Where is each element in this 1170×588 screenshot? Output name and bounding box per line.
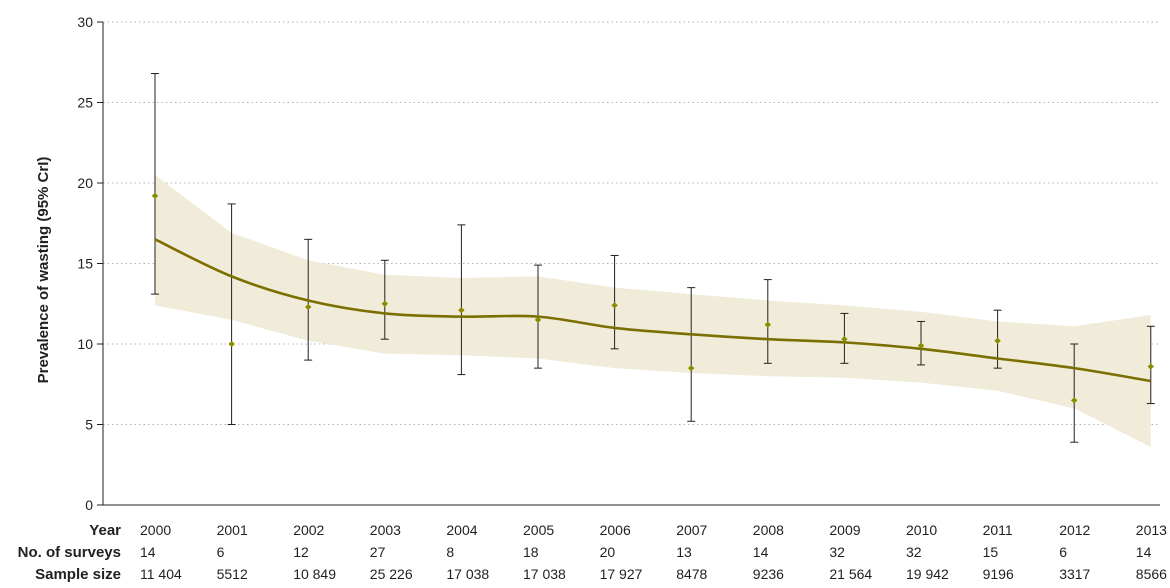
y-tick-label-15: 15 (77, 256, 93, 272)
sample-value-2007: 8478 (676, 566, 707, 582)
data-point-2010 (917, 342, 925, 349)
surveys-value-2007: 13 (676, 544, 692, 560)
trend-line-path (154, 238, 1152, 383)
year-value-2012: 2012 (1059, 522, 1090, 538)
surveys-value-2002: 12 (293, 544, 309, 560)
sample-value-2013: 8566 (1136, 566, 1167, 582)
sample-value-2011: 9196 (983, 566, 1014, 582)
surveys-value-2008: 14 (753, 544, 769, 560)
axis-labels: 0 5 10 15 20 25 30 Year 2000 2001 2002 2003 2004 2005… (18, 14, 1168, 583)
y-tick-label-5: 5 (85, 417, 93, 433)
data-point-2002 (305, 303, 312, 311)
sample-value-2000: 11 404 (140, 566, 182, 582)
row-header-sample: Sample size (35, 566, 121, 583)
sample-value-2001: 5512 (217, 566, 248, 582)
data-points (151, 192, 1154, 404)
year-value-2007: 2007 (676, 522, 707, 538)
surveys-value-2005: 18 (523, 544, 539, 560)
year-value-2011: 2011 (983, 522, 1013, 538)
sample-value-2008: 9236 (753, 566, 784, 582)
sample-value-2009: 21 564 (829, 566, 872, 582)
data-point-2003 (381, 300, 388, 307)
credible-interval-band (155, 174, 1151, 448)
data-point-2013 (1147, 363, 1154, 370)
year-value-2001: 2001 (217, 522, 248, 538)
data-point-2008 (764, 321, 771, 328)
sample-value-2005: 17 038 (523, 566, 566, 582)
year-value-2013: 2013 (1136, 522, 1167, 538)
row-header-surveys: No. of surveys (18, 544, 121, 561)
data-point-2007 (688, 364, 695, 372)
surveys-value-2003: 27 (370, 544, 386, 560)
surveys-value-2006: 20 (600, 544, 616, 560)
surveys-value-2012: 6 (1059, 544, 1067, 560)
year-value-2003: 2003 (370, 522, 401, 538)
data-point-2004 (458, 306, 465, 314)
year-value-2009: 2009 (829, 522, 860, 538)
data-point-2001 (228, 340, 235, 348)
data-point-2011 (994, 337, 1001, 344)
y-tick-label-30: 30 (77, 14, 93, 30)
y-axis-label: Prevalence of wasting (95% CrI) (35, 157, 52, 384)
data-point-2006 (611, 302, 618, 309)
sample-value-2004: 17 038 (446, 566, 489, 582)
data-point-2009 (841, 335, 848, 343)
credible-band (155, 174, 1151, 448)
sample-value-2010: 19 942 (906, 566, 949, 582)
y-tick-label-10: 10 (77, 336, 93, 352)
row-header-year: Year (89, 522, 121, 539)
year-value-2004: 2004 (446, 522, 477, 538)
surveys-value-2004: 8 (446, 544, 454, 560)
year-value-2005: 2005 (523, 522, 554, 538)
sample-value-2002: 10 849 (293, 566, 336, 582)
surveys-value-2011: 15 (983, 544, 999, 560)
surveys-value-2010: 32 (906, 544, 922, 560)
surveys-value-2009: 32 (829, 544, 845, 560)
surveys-value-2013: 14 (1136, 544, 1152, 560)
year-value-2000: 2000 (140, 522, 171, 538)
year-value-2002: 2002 (293, 522, 324, 538)
year-value-2006: 2006 (600, 522, 631, 538)
y-tick-label-0: 0 (85, 497, 93, 513)
y-tick-label-20: 20 (77, 175, 93, 191)
surveys-value-2001: 6 (217, 544, 225, 560)
trend-line (154, 238, 1152, 383)
year-value-2010: 2010 (906, 522, 937, 538)
y-tick-label-25: 25 (77, 95, 93, 111)
sample-value-2003: 25 226 (370, 566, 413, 582)
sample-value-2006: 17 927 (600, 566, 643, 582)
year-value-2008: 2008 (753, 522, 784, 538)
data-point-2012 (1071, 397, 1078, 404)
surveys-value-2000: 14 (140, 544, 156, 560)
axes (97, 21, 1160, 506)
sample-value-2012: 3317 (1059, 566, 1090, 582)
data-point-2000 (151, 192, 159, 200)
data-point-2005 (534, 316, 542, 324)
